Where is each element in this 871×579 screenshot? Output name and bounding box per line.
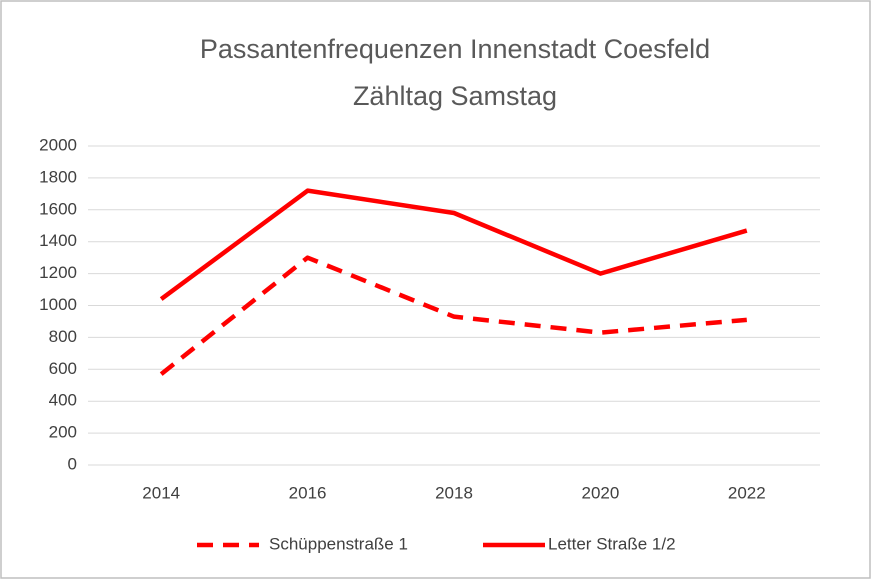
chart-title: Passantenfrequenzen Innenstadt Coesfeld bbox=[200, 34, 710, 64]
y-tick-label: 800 bbox=[49, 327, 77, 346]
x-tick-label: 2014 bbox=[142, 483, 180, 502]
y-tick-label: 1200 bbox=[39, 263, 77, 282]
y-tick-label: 1600 bbox=[39, 199, 77, 218]
y-tick-label: 200 bbox=[49, 423, 77, 442]
data-line bbox=[159, 188, 748, 301]
y-tick-label: 1800 bbox=[39, 167, 77, 186]
x-tick-label: 2016 bbox=[289, 483, 327, 502]
y-tick-label: 400 bbox=[49, 391, 77, 410]
x-tick-label: 2022 bbox=[728, 483, 766, 502]
data-line bbox=[159, 255, 747, 376]
x-tick-label: 2018 bbox=[435, 483, 473, 502]
chart-title: Zähltag Samstag bbox=[353, 81, 557, 111]
legend-label: Schüppenstraße 1 bbox=[269, 534, 408, 553]
y-tick-label: 1400 bbox=[39, 231, 77, 250]
y-tick-label: 1000 bbox=[39, 295, 77, 314]
y-tick-label: 0 bbox=[68, 454, 77, 473]
legend-label: Letter Straße 1/2 bbox=[548, 534, 676, 553]
x-tick-label: 2020 bbox=[581, 483, 619, 502]
y-tick-label: 2000 bbox=[39, 135, 77, 154]
y-tick-label: 600 bbox=[49, 359, 77, 378]
